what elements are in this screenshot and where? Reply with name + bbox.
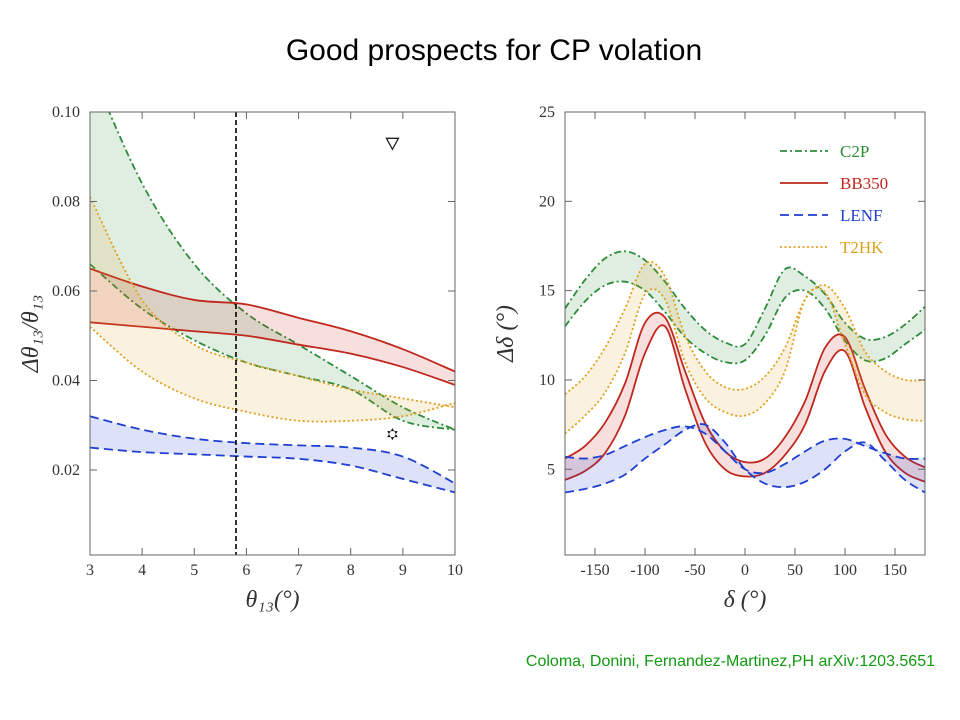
band-fill <box>90 416 455 493</box>
x-tick-label: 5 <box>190 562 198 579</box>
plot-area <box>90 112 455 555</box>
y-tick-label: 25 <box>539 104 555 121</box>
y-tick-label: 10 <box>539 372 555 389</box>
y-tick-label: 5 <box>547 461 555 478</box>
x-tick-label: 50 <box>787 562 803 579</box>
x-tick-label: -100 <box>630 562 659 579</box>
band-fill <box>565 424 925 493</box>
band-upper-line <box>565 250 925 348</box>
x-axis-label: θ₁₃(°) <box>245 587 299 613</box>
legend-label: BB350 <box>840 174 888 193</box>
band-upper-line <box>565 311 925 469</box>
marker-star <box>387 428 398 441</box>
slide-title: Good prospects for CP volation <box>286 34 702 67</box>
band-lower-line <box>565 287 925 435</box>
x-tick-label: 3 <box>86 562 94 579</box>
x-tick-label: 7 <box>295 562 303 579</box>
x-axis-label: δ (°) <box>724 587 767 613</box>
y-tick-label: 15 <box>539 283 555 300</box>
band-upper-line <box>108 112 455 431</box>
band-upper-line <box>90 267 455 373</box>
plot-frame <box>89 111 456 556</box>
marker-triangle <box>385 137 400 151</box>
band-lower-line <box>565 280 925 365</box>
band-upper-line <box>90 196 455 409</box>
band-lower-line <box>90 326 455 423</box>
x-tick-label: 4 <box>138 562 146 579</box>
legend-label: LENF <box>840 206 883 225</box>
plot-area <box>565 250 925 494</box>
x-tick-label: 6 <box>242 562 250 579</box>
y-axis-label: Δθ₁₃/θ₁₃ <box>18 295 44 374</box>
band-lower-line <box>90 321 455 386</box>
band-upper-line <box>565 425 925 475</box>
x-tick-label: 10 <box>447 562 463 579</box>
y-tick-label: 0.08 <box>52 193 80 210</box>
band-lower-line <box>565 324 925 483</box>
y-tick-label: 0.06 <box>52 283 80 300</box>
y-axis-label: Δδ (°) <box>493 305 519 363</box>
x-tick-label: -50 <box>684 562 705 579</box>
y-tick-label: 0.04 <box>52 372 80 389</box>
legend-label: C2P <box>840 142 869 161</box>
x-tick-label: 150 <box>883 562 907 579</box>
y-tick-label: 0.10 <box>52 104 80 121</box>
band-fill <box>90 197 455 422</box>
x-tick-label: 0 <box>741 562 749 579</box>
y-tick-label: 20 <box>539 193 555 210</box>
y-tick-label: 0.02 <box>52 462 80 479</box>
x-tick-label: -150 <box>580 562 609 579</box>
x-tick-label: 8 <box>347 562 355 579</box>
band-lower-line <box>90 446 455 494</box>
x-tick-label: 9 <box>399 562 407 579</box>
band-fill <box>565 261 925 434</box>
band-upper-line <box>90 415 455 485</box>
band-fill <box>90 112 455 430</box>
citation: Coloma, Donini, Fernandez-Martinez,PH ar… <box>526 653 935 670</box>
band-lower-line <box>565 423 925 494</box>
band-lower-line <box>90 263 455 431</box>
legend-label: T2HK <box>840 238 884 257</box>
band-fill <box>565 251 925 364</box>
x-tick-label: 100 <box>833 562 857 579</box>
